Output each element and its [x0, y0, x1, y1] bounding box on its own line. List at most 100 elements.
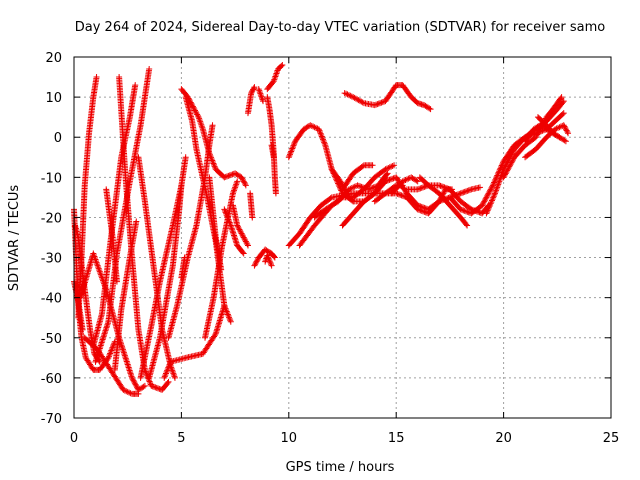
data-point	[131, 378, 138, 385]
data-point	[189, 102, 196, 109]
data-point	[267, 259, 274, 266]
data-point	[437, 182, 444, 189]
data-point	[354, 182, 361, 189]
data-point	[131, 380, 138, 387]
data-point	[211, 161, 218, 168]
data-point	[343, 189, 350, 196]
data-point	[265, 255, 272, 262]
data-point	[225, 216, 232, 223]
data-point	[237, 227, 244, 234]
data-point	[288, 146, 295, 153]
data-point	[374, 185, 381, 192]
data-point	[221, 302, 228, 309]
data-point	[113, 278, 120, 285]
data-point	[238, 174, 245, 181]
data-point	[242, 237, 249, 244]
data-point	[251, 84, 258, 91]
data-point	[355, 182, 362, 189]
data-point	[165, 364, 172, 371]
data-point	[270, 154, 277, 161]
data-point	[207, 153, 214, 160]
data-point	[127, 390, 134, 397]
data-point	[313, 124, 320, 131]
series-arc-42	[403, 182, 492, 217]
series-arc-18	[178, 86, 249, 189]
data-point	[320, 137, 327, 144]
data-point	[378, 99, 385, 106]
data-point	[376, 181, 383, 188]
data-point	[211, 332, 218, 339]
data-point	[414, 178, 421, 185]
data-point	[290, 142, 297, 149]
data-point	[239, 231, 246, 238]
data-point	[311, 124, 318, 131]
data-point	[208, 154, 215, 161]
data-point	[348, 93, 355, 100]
x-tick-label: 0	[70, 431, 78, 446]
data-point	[317, 129, 324, 136]
data-point	[208, 156, 215, 163]
data-point	[398, 192, 405, 199]
data-point	[272, 190, 279, 197]
data-point	[93, 74, 100, 81]
data-point	[242, 182, 249, 189]
series-arc-28	[262, 252, 275, 269]
data-point	[357, 183, 364, 190]
y-tick-label: -60	[41, 372, 62, 387]
x-tick-label: 10	[281, 431, 298, 446]
data-point	[399, 192, 406, 199]
data-point	[132, 381, 139, 388]
data-point	[222, 209, 229, 216]
data-point	[343, 90, 350, 97]
data-point	[414, 206, 421, 213]
data-point	[162, 370, 169, 377]
data-point	[387, 176, 394, 183]
series-arc-22	[221, 206, 247, 257]
y-tick-label: -10	[41, 171, 62, 186]
data-point	[123, 388, 130, 395]
data-point	[405, 175, 412, 182]
x-tick-label: 15	[388, 431, 405, 446]
y-tick-label: -70	[41, 412, 62, 427]
data-point	[385, 177, 392, 184]
data-point	[243, 239, 250, 246]
data-point	[239, 233, 246, 240]
data-point	[242, 181, 249, 188]
data-point	[347, 185, 354, 192]
data-point	[224, 173, 231, 180]
data-point	[227, 318, 234, 325]
data-point	[221, 304, 228, 311]
data-point	[206, 151, 213, 158]
data-point	[223, 308, 230, 315]
chart-title: Day 264 of 2024, Sidereal Day-to-day VTE…	[75, 20, 606, 35]
data-point	[344, 91, 351, 98]
y-tick-label: -30	[41, 252, 62, 267]
data-point	[286, 152, 293, 159]
data-point	[241, 235, 248, 242]
data-point	[384, 170, 391, 177]
data-point	[153, 384, 160, 391]
data-point	[418, 207, 425, 214]
data-point	[350, 184, 357, 191]
series-arc-11	[111, 218, 140, 373]
data-point	[456, 190, 463, 197]
data-point	[146, 66, 153, 73]
data-point	[401, 193, 408, 200]
data-point	[399, 178, 406, 185]
data-point	[240, 178, 247, 185]
data-point	[254, 257, 261, 264]
data-point	[132, 82, 139, 89]
data-point	[178, 182, 185, 189]
data-point	[310, 123, 317, 130]
data-point	[225, 312, 232, 319]
data-point	[394, 190, 401, 197]
data-point	[307, 122, 314, 129]
data-point	[164, 366, 171, 373]
data-point	[371, 102, 378, 109]
y-tick-label: -50	[41, 332, 62, 347]
series-arc-30	[264, 62, 286, 93]
data-point	[318, 132, 325, 139]
x-tick-label: 25	[603, 431, 620, 446]
data-point	[222, 305, 229, 312]
data-point	[467, 186, 474, 193]
